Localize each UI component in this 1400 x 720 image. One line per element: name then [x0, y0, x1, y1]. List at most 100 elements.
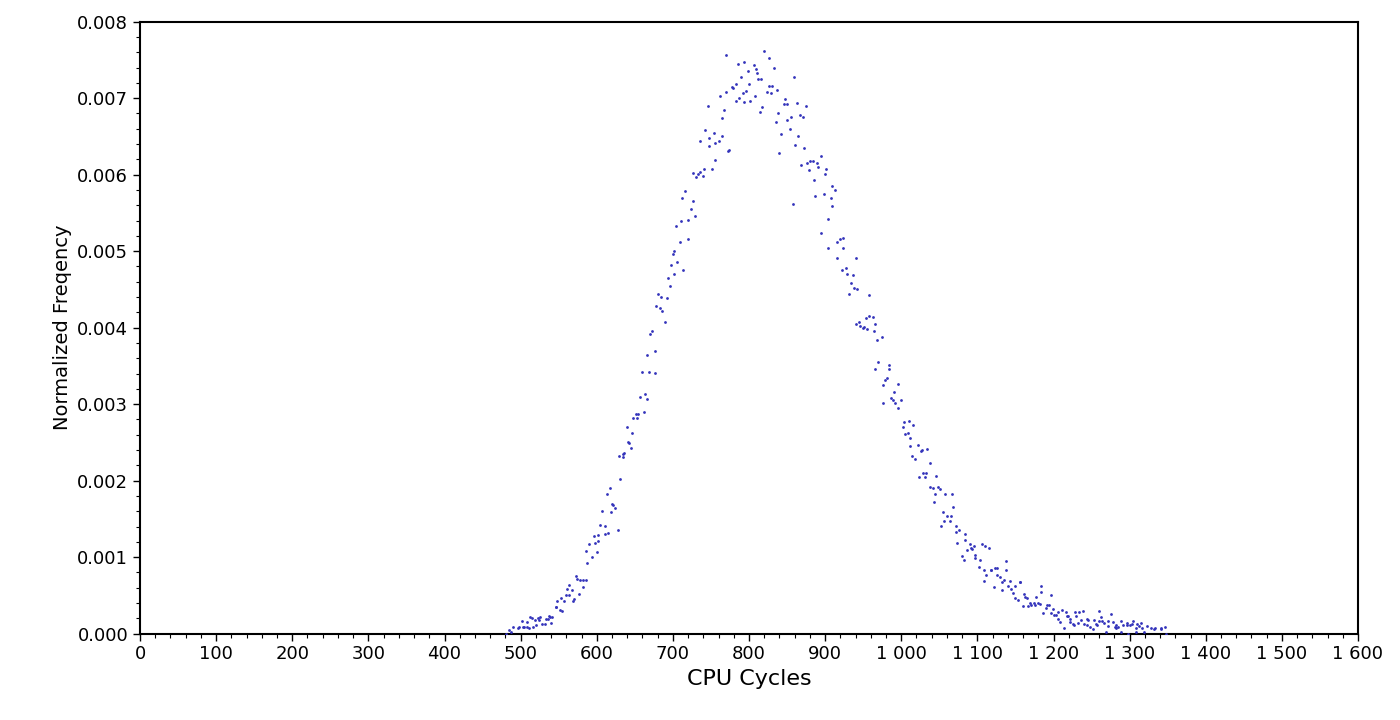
- Point: [846, 318, 868, 329]
- Point: [1088, 605, 1110, 616]
- Point: [1075, 619, 1098, 631]
- Point: [524, 615, 546, 626]
- Point: [776, 99, 798, 110]
- Point: [666, 256, 689, 268]
- Point: [664, 245, 686, 256]
- Point: [682, 167, 704, 179]
- Point: [1131, 622, 1154, 634]
- Point: [512, 621, 535, 633]
- Point: [588, 519, 610, 531]
- Point: [745, 68, 767, 79]
- Point: [542, 611, 564, 622]
- Point: [626, 408, 648, 420]
- Point: [636, 350, 658, 361]
- Point: [812, 188, 834, 199]
- Point: [1128, 621, 1151, 632]
- Point: [867, 356, 889, 368]
- Point: [910, 446, 932, 457]
- Point: [945, 521, 967, 532]
- Point: [689, 135, 711, 147]
- Point: [804, 190, 826, 202]
- Point: [680, 204, 703, 215]
- Point: [899, 440, 921, 451]
- Point: [829, 234, 851, 246]
- Point: [689, 166, 711, 178]
- Point: [907, 439, 930, 451]
- Point: [507, 622, 529, 634]
- Point: [727, 58, 749, 70]
- Point: [1102, 617, 1124, 629]
- Point: [794, 142, 816, 153]
- Point: [918, 457, 941, 469]
- Point: [1110, 626, 1133, 638]
- Point: [809, 227, 832, 238]
- Point: [503, 621, 525, 633]
- Point: [916, 443, 938, 454]
- Point: [963, 553, 986, 564]
- Point: [728, 92, 750, 104]
- Point: [998, 575, 1021, 587]
- Point: [550, 606, 573, 617]
- Point: [724, 78, 746, 90]
- Point: [1004, 592, 1026, 603]
- Point: [739, 95, 762, 107]
- Point: [622, 413, 644, 424]
- Point: [980, 564, 1002, 576]
- Point: [704, 138, 727, 149]
- Point: [1063, 619, 1085, 631]
- Point: [1029, 580, 1051, 592]
- Point: [1015, 593, 1037, 604]
- Point: [858, 310, 881, 322]
- Point: [743, 90, 766, 102]
- Point: [983, 581, 1005, 593]
- Point: [836, 268, 858, 279]
- Point: [1019, 597, 1042, 608]
- Point: [874, 374, 896, 386]
- Point: [518, 622, 540, 634]
- Point: [994, 564, 1016, 575]
- Point: [920, 481, 942, 492]
- Point: [738, 78, 760, 90]
- Point: [892, 422, 914, 433]
- Point: [1077, 613, 1099, 625]
- Point: [715, 49, 738, 60]
- Point: [1099, 608, 1121, 619]
- Point: [1116, 617, 1138, 629]
- Point: [1007, 595, 1029, 606]
- Point: [563, 593, 585, 605]
- Point: [664, 268, 686, 279]
- Point: [767, 108, 790, 120]
- Point: [601, 498, 623, 510]
- Point: [766, 116, 788, 127]
- Point: [1119, 620, 1141, 631]
- Point: [787, 130, 809, 142]
- Point: [1112, 619, 1134, 631]
- Point: [797, 157, 819, 168]
- Point: [1054, 606, 1077, 618]
- Point: [732, 57, 755, 68]
- Point: [1068, 607, 1091, 618]
- Point: [825, 184, 847, 196]
- Point: [609, 473, 631, 485]
- Point: [1079, 621, 1102, 633]
- Point: [599, 482, 622, 494]
- Point: [669, 215, 692, 227]
- Point: [711, 112, 734, 124]
- Point: [1057, 611, 1079, 622]
- Point: [991, 584, 1014, 595]
- Point: [886, 378, 909, 390]
- Point: [512, 621, 535, 633]
- Point: [788, 109, 811, 121]
- Point: [791, 111, 813, 122]
- Point: [701, 163, 724, 175]
- Point: [682, 195, 704, 207]
- Point: [596, 488, 619, 500]
- Point: [522, 621, 545, 633]
- Point: [545, 601, 567, 613]
- Point: [995, 555, 1018, 567]
- Point: [834, 262, 857, 274]
- Point: [1023, 598, 1046, 609]
- Point: [956, 544, 979, 556]
- Point: [511, 616, 533, 627]
- Point: [608, 450, 630, 462]
